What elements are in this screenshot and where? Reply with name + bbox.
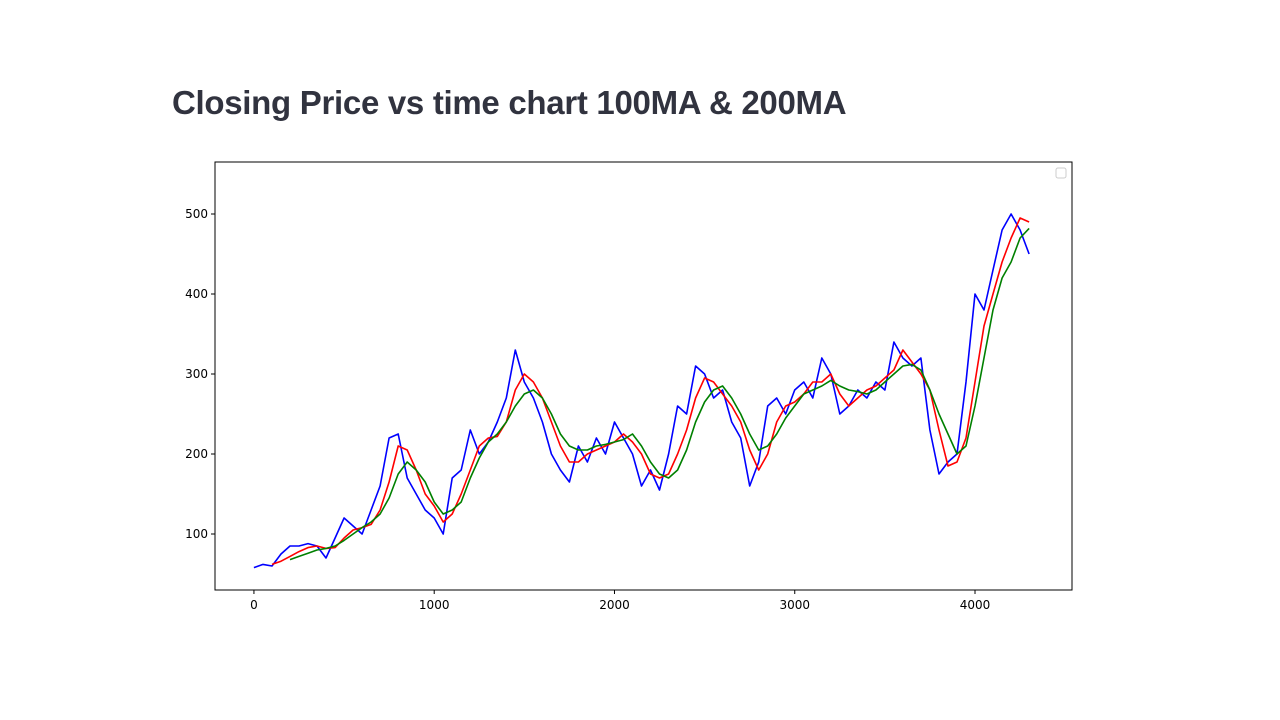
x-tick-label: 4000	[960, 598, 991, 612]
plot-frame	[214, 161, 1073, 591]
x-tick-label: 3000	[779, 598, 810, 612]
legend-box	[1055, 167, 1067, 179]
y-tick-label: 100	[185, 527, 208, 541]
y-tick-label: 300	[185, 367, 208, 381]
x-tick-label: 1000	[419, 598, 450, 612]
series-line	[271, 217, 1030, 566]
y-tick-label: 200	[185, 447, 208, 461]
y-tick-label: 500	[185, 207, 208, 221]
series-line	[289, 227, 1030, 561]
y-tick-label: 400	[185, 287, 208, 301]
series-line	[253, 213, 1030, 569]
x-tick-label: 2000	[599, 598, 630, 612]
x-tick-label: 0	[250, 598, 258, 612]
chart-title: Closing Price vs time chart 100MA & 200M…	[172, 84, 847, 121]
